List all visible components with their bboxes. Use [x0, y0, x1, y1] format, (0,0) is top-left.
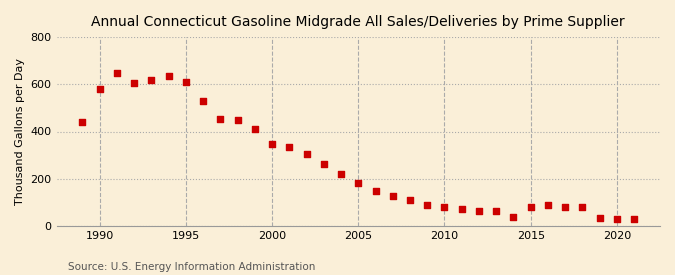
Point [456, 207, 467, 211]
Point [525, 205, 536, 210]
Point [146, 77, 157, 82]
Point [474, 208, 485, 213]
Title: Annual Connecticut Gasoline Midgrade All Sales/Deliveries by Prime Supplier: Annual Connecticut Gasoline Midgrade All… [91, 15, 625, 29]
Point [215, 116, 225, 121]
Point [594, 215, 605, 220]
Point [491, 209, 502, 213]
Point [319, 162, 329, 166]
Point [267, 142, 277, 146]
Point [180, 80, 191, 84]
Point [95, 87, 105, 91]
Point [335, 172, 346, 177]
Point [422, 202, 433, 207]
Point [198, 99, 209, 103]
Point [77, 120, 88, 124]
Point [439, 205, 450, 210]
Point [577, 204, 588, 209]
Text: Source: U.S. Energy Information Administration: Source: U.S. Energy Information Administ… [68, 262, 315, 272]
Point [301, 152, 312, 156]
Point [111, 71, 122, 75]
Point [612, 217, 622, 221]
Point [129, 81, 140, 85]
Point [508, 215, 519, 219]
Point [163, 74, 174, 78]
Point [404, 198, 415, 202]
Point [628, 217, 639, 221]
Point [560, 204, 570, 209]
Point [353, 180, 364, 185]
Point [387, 194, 398, 199]
Y-axis label: Thousand Gallons per Day: Thousand Gallons per Day [15, 58, 25, 205]
Point [370, 189, 381, 193]
Point [284, 145, 295, 149]
Point [232, 118, 243, 122]
Point [250, 127, 261, 131]
Point [543, 203, 554, 207]
